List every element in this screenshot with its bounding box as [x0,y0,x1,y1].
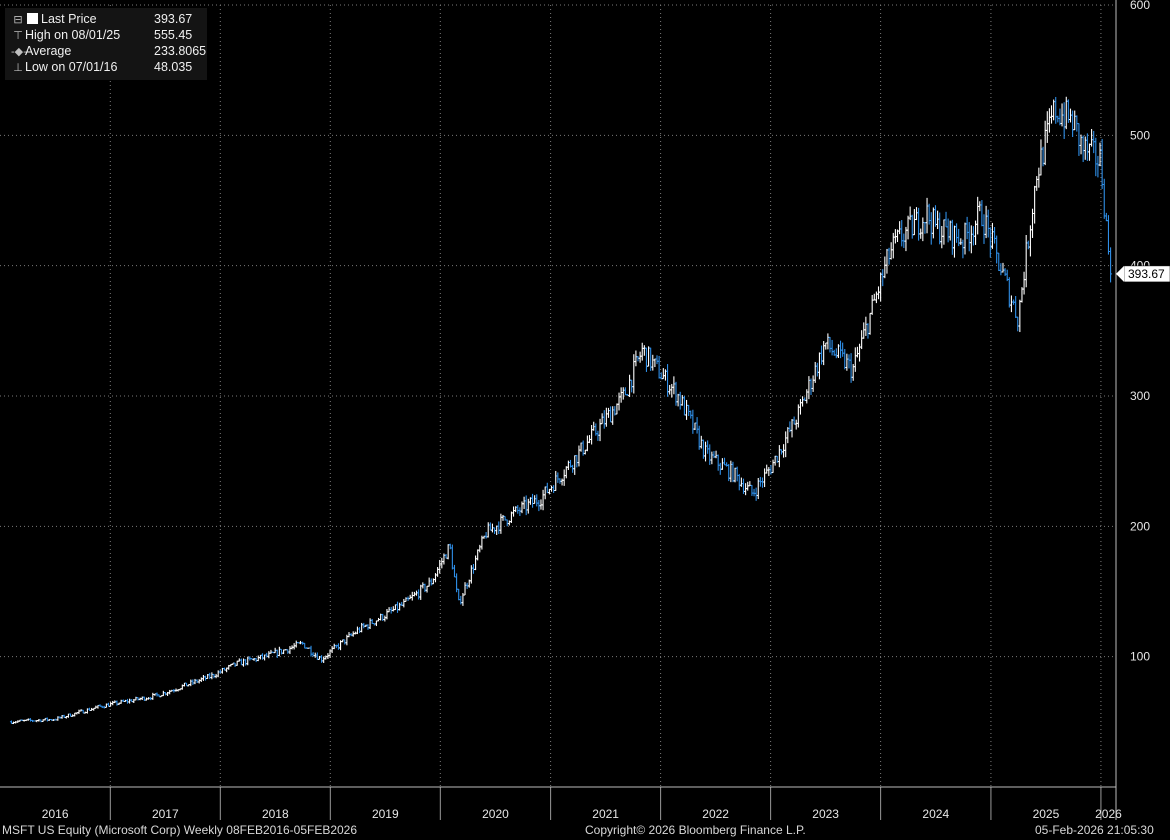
low-marker-icon: ⊥ [13,62,23,74]
legend-last-price: ⊟ Last Price 393.67 [11,11,192,27]
x-tick-label: 2025 [1033,807,1060,821]
legend-high: ⊤ High on 08/01/25 555.45 [11,27,192,43]
last-price-square-icon [27,13,38,24]
x-tick-label: 2017 [152,807,179,821]
chart-legend: ⊟ Last Price 393.67 ⊤ High on 08/01/25 555… [5,8,207,80]
y-tick-label: 500 [1130,128,1150,142]
y-tick-label: 300 [1130,389,1150,403]
legend-low: ⊥ Low on 07/01/16 48.035 [11,59,192,75]
high-marker-icon: ⊤ [13,30,23,42]
x-tick-label: 2019 [372,807,399,821]
x-tick-label: 2024 [922,807,949,821]
footer-copyright: Copyright© 2026 Bloomberg Finance L.P. [585,823,806,837]
average-marker-icon: -◆- [11,46,27,58]
chart-grid [0,4,1116,787]
last-price-tag-pointer [1116,265,1124,282]
y-tick-label: 200 [1130,519,1150,533]
x-tick-label: 2023 [812,807,839,821]
legend-average: -◆-Average 233.8065 [11,44,207,58]
footer-security-info: MSFT US Equity (Microsoft Corp) Weekly 0… [2,823,358,837]
x-tick-label: 2026 [1095,807,1122,821]
y-tick-label: 100 [1130,650,1150,664]
y-tick-label: 600 [1130,0,1150,12]
last-price-tag-label: 393.67 [1128,267,1165,281]
footer-timestamp: 05-Feb-2026 21:05:30 [1035,823,1154,837]
x-tick-label: 2022 [702,807,729,821]
x-tick-label: 2018 [262,807,289,821]
legend-collapse-icon[interactable]: ⊟ [13,14,23,26]
x-tick-label: 2016 [42,807,69,821]
x-tick-label: 2021 [592,807,619,821]
price-bars [9,96,1113,725]
x-tick-label: 2020 [482,807,509,821]
